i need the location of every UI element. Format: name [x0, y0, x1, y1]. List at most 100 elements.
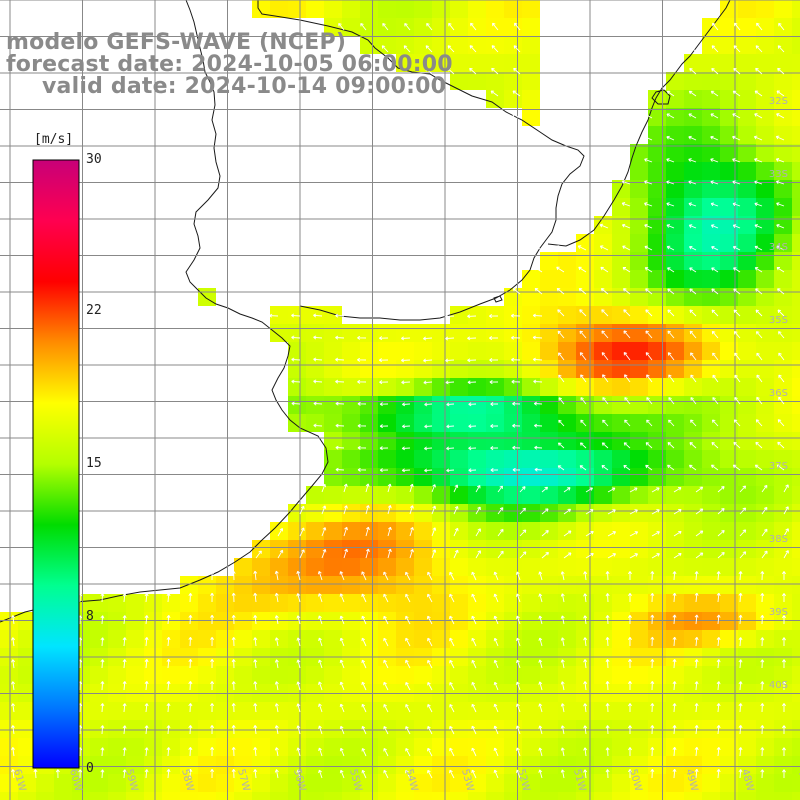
field-cell [702, 702, 720, 720]
field-cell [396, 594, 414, 612]
wind-arrow [583, 769, 588, 779]
field-cell [378, 540, 396, 558]
field-cell [720, 378, 738, 396]
wind-arrow [541, 508, 549, 515]
wind-arrow [490, 402, 499, 407]
field-cell [738, 342, 756, 360]
field-cell [432, 342, 450, 360]
field-cell [702, 720, 720, 738]
wind-arrow [580, 374, 587, 383]
field-cell [504, 540, 522, 558]
field-cell [126, 666, 144, 684]
wind-arrow [318, 725, 323, 735]
field-cell [612, 216, 630, 234]
field-cell [792, 108, 800, 126]
wind-arrow [296, 637, 301, 647]
field-cell [162, 630, 180, 648]
field-cell [486, 468, 504, 486]
field-cell [522, 36, 540, 54]
field-cell [540, 774, 558, 792]
field-cell [702, 234, 720, 252]
wind-arrow [666, 90, 675, 97]
wind-arrow [318, 747, 323, 757]
wind-arrow [738, 747, 743, 757]
field-cell [630, 198, 648, 216]
field-cell [792, 342, 800, 360]
field-cell [486, 54, 504, 72]
wind-arrow [754, 245, 763, 251]
field-cell [774, 702, 792, 720]
field-cell [756, 270, 774, 288]
wind-arrow [448, 22, 455, 31]
field-cell [612, 198, 630, 216]
field-cell [378, 18, 396, 36]
field-cell [378, 558, 396, 576]
field-cell [396, 0, 414, 18]
field-cell [324, 594, 342, 612]
field-cell [774, 792, 792, 800]
field-cell [666, 792, 684, 800]
field-cell [486, 702, 504, 720]
wind-arrow [188, 768, 193, 779]
wind-arrow [717, 486, 725, 493]
wind-arrow [628, 658, 632, 668]
field-cell [540, 414, 558, 432]
field-cell [126, 594, 144, 612]
field-cell [360, 522, 378, 540]
field-cell [738, 414, 756, 432]
wind-arrow [339, 725, 345, 735]
field-cell [450, 0, 468, 18]
field-cell [342, 414, 360, 432]
field-cell [360, 360, 378, 378]
field-cell [414, 432, 432, 450]
wind-arrow [650, 725, 655, 735]
wind-arrow [556, 287, 565, 295]
field-cell [468, 792, 486, 800]
field-cell [630, 576, 648, 594]
field-cell [306, 504, 324, 522]
field-cell [486, 774, 504, 792]
field-cell [126, 702, 144, 720]
field-cell [162, 666, 180, 684]
wind-arrow [560, 703, 565, 713]
field-cell [414, 396, 432, 414]
field-cell [252, 0, 270, 18]
field-cell [612, 270, 630, 288]
field-cell [558, 576, 576, 594]
wind-arrow [628, 614, 632, 624]
field-cell [630, 486, 648, 504]
field-cell [414, 0, 432, 18]
wind-arrow [475, 485, 481, 493]
wind-arrow [760, 681, 765, 691]
field-cell [162, 792, 180, 800]
field-cell [180, 720, 198, 738]
wind-arrow [335, 379, 345, 384]
field-cell [450, 792, 468, 800]
wind-arrow [378, 358, 389, 363]
field-cell [288, 324, 306, 342]
wind-arrow [672, 571, 677, 581]
wind-arrow [405, 593, 411, 603]
field-cell [684, 288, 702, 306]
field-cell [252, 774, 270, 792]
wind-arrow [100, 615, 105, 625]
wind-arrow [732, 180, 741, 185]
field-cell [504, 468, 522, 486]
wind-arrow [383, 571, 389, 581]
wind-arrow [623, 309, 631, 317]
field-cell [396, 360, 414, 378]
field-cell [468, 558, 486, 576]
field-cell [648, 342, 666, 360]
wind-arrow [296, 593, 301, 603]
field-cell [666, 432, 684, 450]
field-cell [594, 324, 612, 342]
field-cell [306, 342, 324, 360]
field-cell [234, 576, 252, 594]
wind-arrow [493, 615, 499, 625]
field-cell [648, 180, 666, 198]
field-cell [558, 468, 576, 486]
coastline [0, 0, 731, 623]
field-cell [792, 90, 800, 108]
field-cell [720, 342, 738, 360]
